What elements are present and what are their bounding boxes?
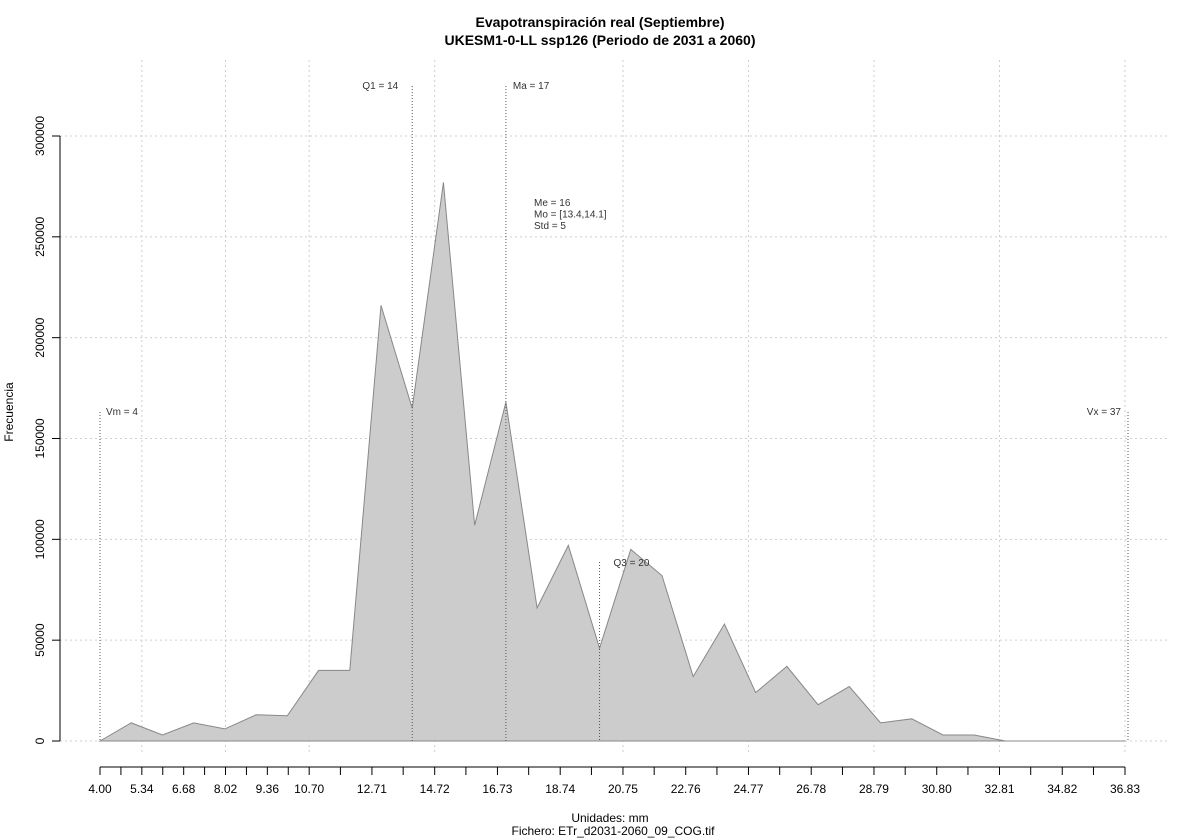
file-label: Fichero: ETr_d2031-2060_09_COG.tif [512,824,716,838]
y-tick-label: 150000 [33,418,47,458]
x-tick-label: 6.68 [172,782,196,796]
area-layer [98,182,1125,742]
y-tick-label: 50000 [33,623,47,657]
y-tick-label: 300000 [33,116,47,156]
frequency-area [98,182,1125,742]
y-tick-label: 250000 [33,216,47,256]
stats-label: Std = 5 [534,221,566,232]
y-tick-label: 0 [33,737,47,744]
y-axis: 0 50000 100000 150000 200000 250000 300000 [33,116,61,744]
x-tick-label: 32.81 [984,782,1014,796]
ma-label: Ma = 17 [513,81,550,92]
x-tick-label: 8.02 [214,782,238,796]
annotations: Vm = 4 Q1 = 14 Ma = 17 Q3 = 20 Vx = 37 Me = 1… [99,81,1129,741]
x-tick-label: 36.83 [1110,782,1140,796]
chart-subtitle: UKESM1-0-LL ssp126 (Periodo de 2031 a 20… [445,32,756,48]
stats-label: Mo = [13.4,14.1] [534,210,607,221]
x-tick-label: 18.74 [545,782,575,796]
x-tick-label: 14.72 [420,782,450,796]
x-tick-label: 4.00 [88,782,112,796]
x-tick-label: 16.73 [482,782,512,796]
x-tick-label: 9.36 [256,782,280,796]
x-tick-label: 22.76 [671,782,701,796]
vm-label: Vm = 4 [106,407,138,418]
grid-lines [60,60,1170,755]
x-tick-label: 26.78 [796,782,826,796]
x-tick-label: 12.71 [357,782,387,796]
x-axis: 4.00 5.34 6.68 8.02 9.36 10.70 12.71 14.72 16.73… [88,766,1140,796]
vx-label: Vx = 37 [1087,407,1122,418]
stats-label: Me = 16 [534,198,571,209]
y-axis-title: Frecuencia [2,382,16,442]
chart-title: Evapotranspiración real (Septiembre) [476,14,725,30]
x-tick-label: 10.70 [294,782,324,796]
x-axis-title: Unidades: mm [571,811,648,825]
x-tick-label: 28.79 [859,782,889,796]
x-tick-label: 30.80 [922,782,952,796]
y-tick-label: 200000 [33,317,47,357]
q3-label: Q3 = 20 [614,558,650,569]
y-tick-label: 100000 [33,519,47,559]
x-tick-label: 24.77 [733,782,763,796]
x-tick-label: 20.75 [608,782,638,796]
q1-label: Q1 = 14 [362,81,398,92]
x-tick-label: 5.34 [130,782,154,796]
x-tick-label: 34.82 [1047,782,1077,796]
